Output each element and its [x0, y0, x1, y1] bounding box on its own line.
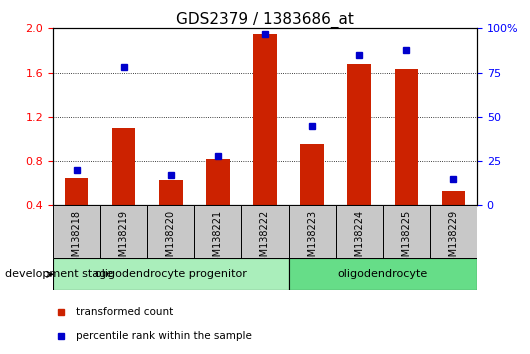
Text: GSM138219: GSM138219	[119, 210, 129, 269]
Text: GSM138223: GSM138223	[307, 210, 317, 269]
Text: transformed count: transformed count	[76, 307, 173, 317]
Bar	[65, 178, 89, 205]
Bar	[348, 64, 371, 205]
Bar	[242, 205, 288, 258]
Bar	[441, 191, 465, 205]
Text: GSM138225: GSM138225	[401, 210, 411, 269]
Text: percentile rank within the sample: percentile rank within the sample	[76, 331, 252, 341]
Bar	[112, 128, 136, 205]
Bar	[53, 258, 288, 290]
Text: GSM138220: GSM138220	[166, 210, 176, 269]
Bar	[301, 144, 324, 205]
Bar	[394, 69, 418, 205]
Bar	[159, 180, 182, 205]
Text: GSM138222: GSM138222	[260, 210, 270, 269]
Text: GSM138229: GSM138229	[448, 210, 458, 269]
Bar	[206, 159, 229, 205]
Bar	[288, 205, 335, 258]
Text: oligodendrocyte: oligodendrocyte	[338, 269, 428, 279]
Bar	[100, 205, 147, 258]
Bar	[195, 205, 242, 258]
Bar	[253, 34, 277, 205]
Title: GDS2379 / 1383686_at: GDS2379 / 1383686_at	[176, 12, 354, 28]
Bar	[288, 258, 477, 290]
Text: GSM138224: GSM138224	[354, 210, 364, 269]
Bar	[383, 205, 430, 258]
Bar	[147, 205, 195, 258]
Bar	[335, 205, 383, 258]
Text: GSM138218: GSM138218	[72, 210, 82, 269]
Text: GSM138221: GSM138221	[213, 210, 223, 269]
Text: development stage: development stage	[5, 269, 113, 279]
Bar	[430, 205, 477, 258]
Text: oligodendrocyte progenitor: oligodendrocyte progenitor	[95, 269, 247, 279]
Bar	[53, 205, 100, 258]
